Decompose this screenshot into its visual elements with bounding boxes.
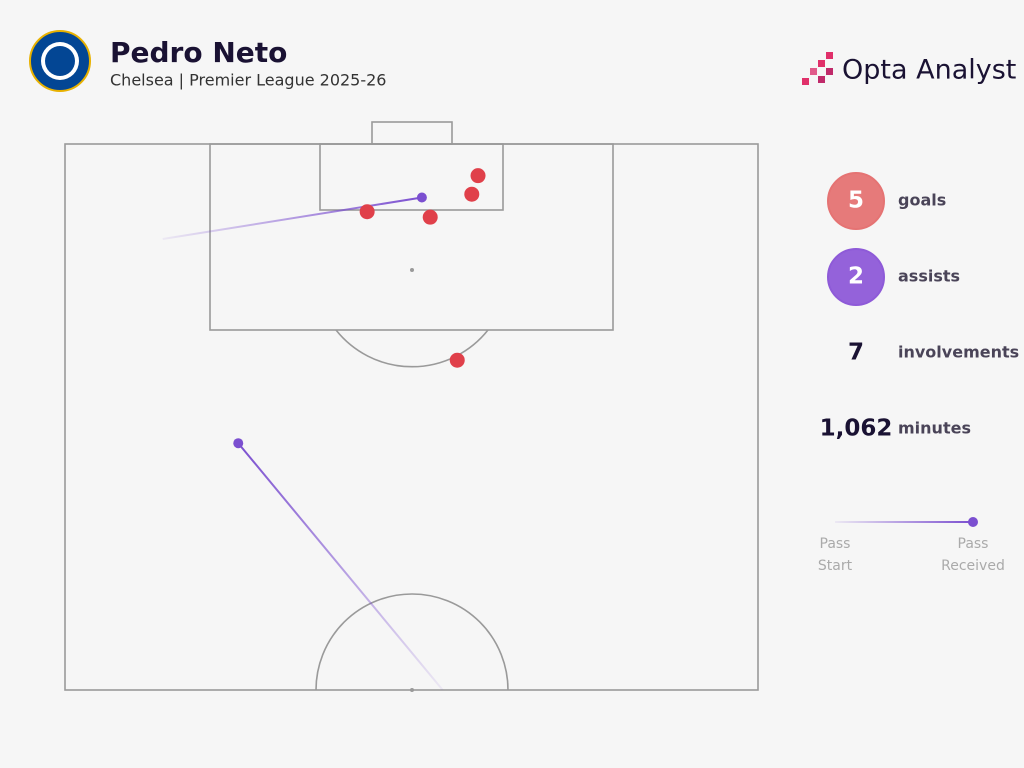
- brand-logo: [802, 52, 833, 85]
- stat-value: 7: [848, 340, 864, 366]
- stat-badge: [827, 172, 885, 230]
- stat-label: involvements: [898, 343, 1019, 362]
- legend-end-label: Pass: [958, 536, 989, 552]
- legend-end-label: Received: [941, 558, 1005, 574]
- pitch: [64, 121, 759, 692]
- stat-label: minutes: [898, 419, 971, 438]
- legend-start-label: Pass: [820, 536, 851, 552]
- goal-shot: [464, 186, 480, 202]
- stat-value: 2: [848, 264, 864, 290]
- subtitle: Chelsea | Premier League 2025-26: [110, 71, 386, 90]
- goal-shot: [422, 209, 438, 225]
- pass-received: [416, 192, 427, 203]
- stat-value: 1,062: [820, 416, 893, 442]
- brand-name: Opta Analyst: [842, 55, 1016, 86]
- legend-dot: [968, 517, 978, 527]
- assist-pass: [162, 196, 423, 240]
- club-logo: [29, 30, 91, 92]
- title: Pedro Neto: [110, 36, 287, 69]
- legend-start-label: Start: [818, 558, 853, 574]
- goal-shot: [470, 168, 486, 184]
- assist-pass: [237, 442, 444, 691]
- stat-label: goals: [898, 191, 946, 210]
- stat-label: assists: [898, 267, 960, 286]
- stat-value: 5: [848, 188, 864, 214]
- stat-badge: [827, 248, 885, 306]
- goal-shot: [359, 204, 375, 220]
- pass-received: [233, 438, 244, 449]
- goal-shot: [449, 352, 465, 368]
